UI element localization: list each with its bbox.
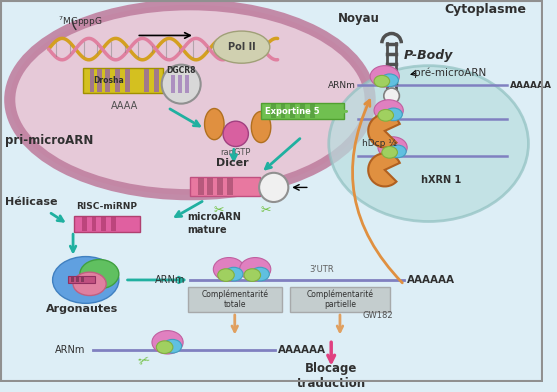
Ellipse shape xyxy=(389,145,406,158)
Bar xyxy=(261,103,344,119)
Bar xyxy=(208,178,213,195)
Circle shape xyxy=(162,65,201,103)
Text: GW182: GW182 xyxy=(363,312,393,321)
Bar xyxy=(76,277,79,282)
Text: ranGTP: ranGTP xyxy=(221,148,251,157)
Circle shape xyxy=(384,88,399,103)
Bar xyxy=(105,69,110,92)
Bar xyxy=(82,217,87,231)
Text: 3'UTR: 3'UTR xyxy=(310,265,334,274)
Bar xyxy=(185,75,189,93)
Text: RISC-miRNP: RISC-miRNP xyxy=(76,202,136,211)
Bar xyxy=(115,69,120,92)
Text: Complémentarité
totale: Complémentarité totale xyxy=(201,289,268,309)
Text: ARNm: ARNm xyxy=(155,275,185,285)
Bar xyxy=(97,69,102,92)
Bar xyxy=(111,217,116,231)
Text: Cytoplasme: Cytoplasme xyxy=(444,3,526,16)
Bar xyxy=(90,69,95,92)
Bar xyxy=(300,103,305,118)
Ellipse shape xyxy=(73,272,106,296)
Text: hXRN 1: hXRN 1 xyxy=(421,174,461,185)
Ellipse shape xyxy=(240,258,271,281)
Text: Complémentarité
partielle: Complémentarité partielle xyxy=(306,289,373,309)
Ellipse shape xyxy=(152,330,183,354)
Ellipse shape xyxy=(213,258,245,281)
Ellipse shape xyxy=(213,31,270,63)
Ellipse shape xyxy=(378,137,407,158)
Text: Pol II: Pol II xyxy=(228,42,256,52)
Bar xyxy=(172,75,175,93)
Ellipse shape xyxy=(382,147,398,158)
Text: Dicer: Dicer xyxy=(216,158,248,168)
Text: AAAA: AAAA xyxy=(111,101,138,111)
Text: ✂: ✂ xyxy=(136,352,152,369)
Bar xyxy=(83,67,163,93)
Text: hDcp ½: hDcp ½ xyxy=(363,139,397,148)
Wedge shape xyxy=(368,153,400,187)
Ellipse shape xyxy=(163,339,182,353)
Text: ARNm: ARNm xyxy=(55,345,86,355)
Bar xyxy=(74,216,140,232)
Text: Blocage
traduction: Blocage traduction xyxy=(297,362,366,390)
Ellipse shape xyxy=(329,65,529,221)
Ellipse shape xyxy=(244,269,261,281)
Bar xyxy=(290,287,390,312)
Ellipse shape xyxy=(52,257,119,303)
Text: AAAAAA: AAAAAA xyxy=(407,275,455,285)
Text: microARN
mature: microARN mature xyxy=(187,212,241,235)
Ellipse shape xyxy=(9,5,370,195)
Ellipse shape xyxy=(218,269,234,281)
Bar xyxy=(271,103,276,118)
Text: Drosha: Drosha xyxy=(94,76,124,85)
Bar xyxy=(178,75,182,93)
Text: Exportine 5: Exportine 5 xyxy=(265,107,320,116)
Wedge shape xyxy=(368,114,400,147)
Ellipse shape xyxy=(385,108,402,121)
Bar xyxy=(81,277,84,282)
Text: Noyau: Noyau xyxy=(338,13,379,25)
Bar xyxy=(71,277,74,282)
Ellipse shape xyxy=(157,341,173,354)
Bar xyxy=(290,103,295,118)
Text: pri-microARN: pri-microARN xyxy=(5,134,93,147)
Ellipse shape xyxy=(370,65,399,87)
Text: AAAAAA: AAAAAA xyxy=(510,81,551,90)
Bar xyxy=(188,287,281,312)
Text: $^7$MGpppG: $^7$MGpppG xyxy=(58,15,103,29)
Text: Argonautes: Argonautes xyxy=(46,304,118,314)
Bar xyxy=(281,103,285,118)
Bar xyxy=(125,69,130,92)
Ellipse shape xyxy=(374,75,390,87)
Bar xyxy=(154,69,159,92)
Text: AAAAAA: AAAAAA xyxy=(277,345,326,355)
Ellipse shape xyxy=(374,100,403,121)
Bar xyxy=(198,178,204,195)
Ellipse shape xyxy=(224,267,243,281)
Text: ✂: ✂ xyxy=(261,204,271,217)
Ellipse shape xyxy=(80,260,119,289)
Ellipse shape xyxy=(251,111,271,143)
Text: ARNm: ARNm xyxy=(328,81,355,90)
Text: Hélicase: Hélicase xyxy=(5,197,57,207)
Circle shape xyxy=(259,173,289,202)
Bar xyxy=(91,217,96,231)
Text: ✂: ✂ xyxy=(214,204,224,217)
Text: P-Body: P-Body xyxy=(404,49,453,62)
Ellipse shape xyxy=(381,74,398,87)
Ellipse shape xyxy=(378,109,394,121)
Bar xyxy=(310,103,315,118)
Bar xyxy=(68,276,95,283)
Bar xyxy=(217,178,223,195)
Ellipse shape xyxy=(251,267,270,281)
Bar xyxy=(227,178,233,195)
Text: pré-microARN: pré-microARN xyxy=(414,67,486,78)
Circle shape xyxy=(223,121,248,147)
Bar xyxy=(190,177,260,196)
Ellipse shape xyxy=(204,109,224,140)
Text: DGCR8: DGCR8 xyxy=(167,66,196,75)
Bar xyxy=(101,217,106,231)
Bar xyxy=(144,69,149,92)
